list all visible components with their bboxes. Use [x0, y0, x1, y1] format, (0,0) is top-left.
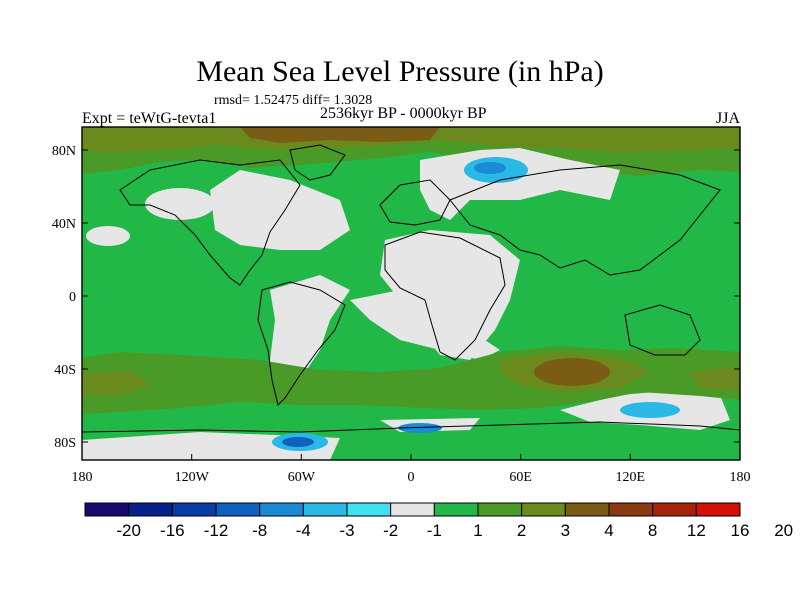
- colorbar-label: 1: [473, 521, 482, 540]
- colorbar-label: 20: [774, 521, 793, 540]
- lon-label-120w: 120W: [175, 470, 210, 485]
- field-weddell-low: [398, 423, 442, 433]
- lon-label-60w: 60W: [288, 470, 316, 485]
- lat-label-80s: 80S: [54, 436, 76, 451]
- colorbar-swatch: [259, 502, 304, 517]
- colorbar-swatch: [564, 502, 610, 517]
- field-spacific-high: [82, 370, 150, 395]
- coast-antarctica: [82, 421, 740, 433]
- field-npacific-neutral: [145, 188, 215, 220]
- colorbar-label: -16: [160, 521, 185, 540]
- colorbar-swatch: [477, 502, 523, 517]
- coast-south-america: [257, 281, 346, 406]
- lat-label-0: 0: [69, 290, 76, 305]
- field-africa-neutral: [380, 230, 520, 360]
- stats-text: rmsd= 1.52475 diff= 1.3028: [214, 93, 373, 108]
- colorbar-swatch: [84, 502, 130, 517]
- colorbar-label: -2: [383, 521, 398, 540]
- colorbar-swatch: [695, 502, 741, 517]
- lon-ticks: [81, 454, 741, 460]
- lon-labels: 180 120W 60W 0 60E 120E 180: [72, 470, 751, 485]
- field-antarctic-low-west-core: [282, 437, 314, 447]
- field-arctic-peak: [240, 127, 440, 143]
- coast-greenland: [289, 144, 346, 181]
- lon-label-120e: 120E: [616, 470, 646, 485]
- colorbar-swatch: [521, 502, 566, 517]
- field-epacific-neutral: [86, 226, 130, 246]
- experiment-label: Expt = teWtG-tevta1: [82, 110, 217, 127]
- period-text: 2536kyr BP - 0000kyr BP: [320, 105, 487, 122]
- lon-label-60e: 60E: [509, 470, 532, 485]
- colorbar-swatch: [433, 502, 479, 517]
- colorbar-label: 12: [687, 521, 706, 540]
- colorbar-label: -3: [339, 521, 354, 540]
- colorbar-swatch: [346, 502, 392, 517]
- map-field: [82, 127, 740, 460]
- colorbar-label: -4: [296, 521, 311, 540]
- lon-label-180e: 180: [730, 470, 751, 485]
- colorbar-label: 2: [517, 521, 526, 540]
- lat-label-40s: 40S: [54, 363, 76, 378]
- season-label: JJA: [716, 110, 741, 127]
- colorbar-labels: -20 -16 -12 -8 -4 -3 -2 -1 1 2 3 4 8 12 16 20: [116, 521, 793, 540]
- colorbar-label: -12: [204, 521, 229, 540]
- map-title: Mean Sea Level Pressure (in hPa): [196, 55, 604, 88]
- colorbar-label: 16: [731, 521, 750, 540]
- lat-ticks: [82, 149, 740, 443]
- colorbar-swatch: [390, 502, 435, 517]
- lat-label-80n: 80N: [52, 144, 76, 159]
- lon-label-180w: 180: [72, 470, 93, 485]
- lat-labels: 80N 40N 0 40S 80S: [52, 144, 76, 451]
- field-satlantic-neutral: [350, 290, 500, 360]
- colorbar-label: -20: [116, 521, 141, 540]
- coast-europe: [379, 179, 451, 226]
- colorbar: [84, 502, 741, 517]
- colorbar-label: -1: [427, 521, 442, 540]
- coast-australia: [624, 304, 701, 356]
- field-aus-high: [690, 366, 740, 390]
- colorbar-swatch: [608, 502, 654, 517]
- field-antarctic-low-east: [620, 402, 680, 418]
- field-siberia-low-core: [474, 162, 506, 174]
- colorbar-label: -8: [252, 521, 267, 540]
- colorbar-label: 3: [561, 521, 570, 540]
- coast-north-america: [119, 159, 301, 286]
- field-sindian-peak: [534, 358, 610, 386]
- coast-africa: [384, 231, 506, 361]
- coastlines: [82, 144, 740, 433]
- colorbar-swatch: [171, 502, 217, 517]
- colorbar-label: 4: [604, 521, 613, 540]
- field-natlantic-neutral: [210, 170, 350, 250]
- coast-eurasia: [449, 164, 721, 276]
- lon-label-0: 0: [408, 470, 415, 485]
- colorbar-swatch: [302, 502, 348, 517]
- colorbar-swatch: [652, 502, 697, 517]
- colorbar-swatch: [128, 502, 173, 517]
- colorbar-swatch: [215, 502, 261, 517]
- lat-label-40n: 40N: [52, 217, 76, 232]
- colorbar-label: 8: [648, 521, 657, 540]
